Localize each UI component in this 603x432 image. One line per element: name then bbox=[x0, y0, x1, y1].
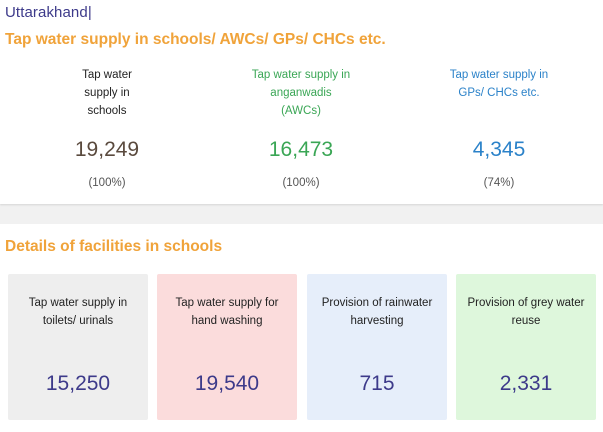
card-value: 19,540 bbox=[194, 372, 260, 395]
card-value: 15,250 bbox=[45, 372, 111, 395]
stat-gps-chcs[interactable]: Tap water supply in GPs/ CHCs etc. 4,345… bbox=[424, 66, 574, 189]
text-cursor: | bbox=[87, 4, 92, 21]
state-title: Uttarakhand| bbox=[5, 4, 92, 21]
card-toilets-urinals[interactable]: Tap water supply in toilets/ urinals 15,… bbox=[8, 274, 148, 420]
state-name: Uttarakhand bbox=[5, 4, 88, 21]
card-rainwater-harvesting[interactable]: Provision of rainwater harvesting 715 bbox=[307, 274, 447, 420]
card-hand-washing[interactable]: Tap water supply for hand washing 19,540 bbox=[157, 274, 297, 420]
stat-label: Tap water supply in GPs/ CHCs etc. bbox=[449, 69, 549, 99]
stat-label: Tap water supply in anganwadis (AWCs) bbox=[251, 69, 351, 117]
card-label: Tap water supply in toilets/ urinals bbox=[28, 297, 128, 327]
stat-label: Tap water supply in schools bbox=[82, 69, 132, 117]
stat-percent: (74%) bbox=[483, 177, 515, 189]
card-value: 2,331 bbox=[499, 372, 553, 395]
facilities-title: Details of facilities in schools bbox=[5, 238, 223, 255]
stat-percent: (100%) bbox=[88, 177, 126, 189]
stat-percent: (100%) bbox=[282, 177, 320, 189]
overview-title: Tap water supply in schools/ AWCs/ GPs/ … bbox=[5, 31, 386, 48]
card-label: Provision of grey water reuse bbox=[467, 297, 585, 327]
card-value: 715 bbox=[359, 372, 395, 395]
stat-value: 16,473 bbox=[268, 138, 334, 161]
stat-value: 4,345 bbox=[472, 138, 526, 161]
stat-schools[interactable]: Tap water supply in schools 19,249 (100%… bbox=[32, 66, 182, 189]
card-label: Provision of rainwater harvesting bbox=[321, 297, 433, 327]
stat-anganwadis[interactable]: Tap water supply in anganwadis (AWCs) 16… bbox=[226, 66, 376, 189]
card-grey-water-reuse[interactable]: Provision of grey water reuse 2,331 bbox=[456, 274, 596, 420]
card-label: Tap water supply for hand washing bbox=[175, 297, 279, 327]
overview-panel: Uttarakhand| Tap water supply in schools… bbox=[0, 0, 603, 204]
stat-value: 19,249 bbox=[74, 138, 140, 161]
